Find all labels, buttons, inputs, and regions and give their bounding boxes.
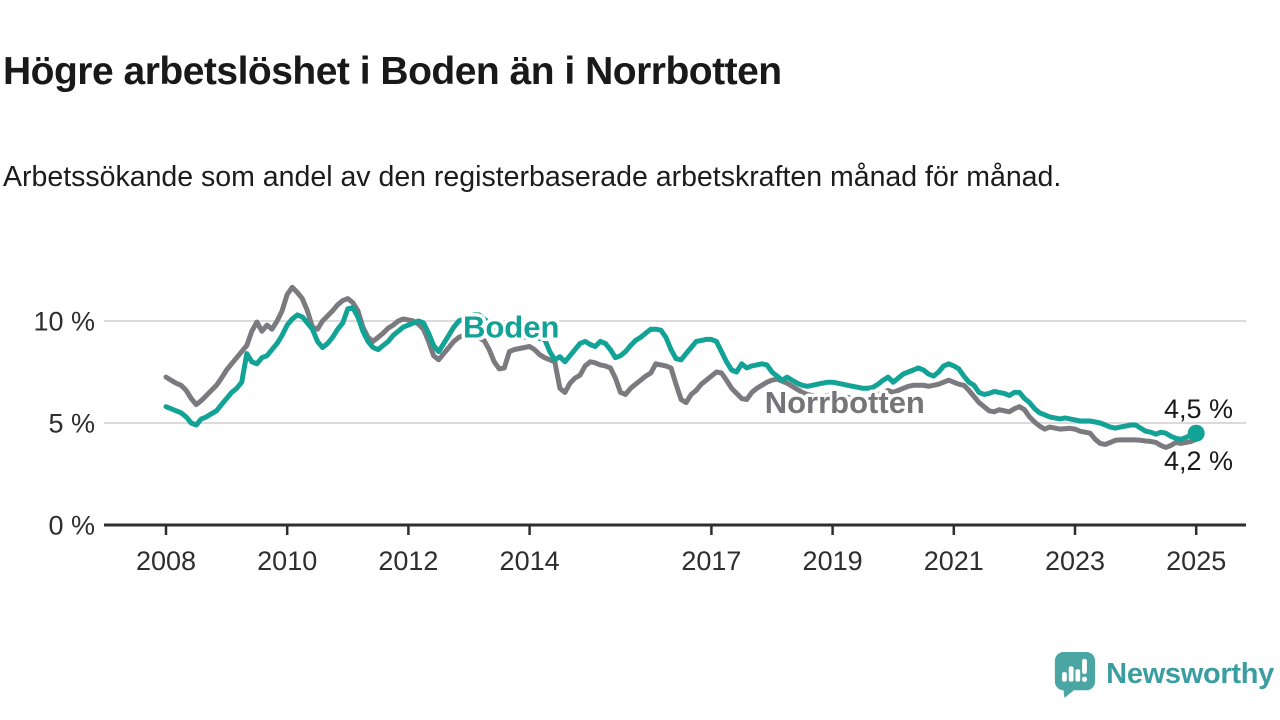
series-label-norrbotten: Norrbotten xyxy=(765,385,925,420)
x-tick-label: 2019 xyxy=(803,546,863,576)
logo-bar-2 xyxy=(1068,666,1074,682)
x-tick-label: 2025 xyxy=(1166,546,1226,576)
x-tick-label: 2023 xyxy=(1045,546,1105,576)
newsworthy-logo-icon xyxy=(1055,652,1096,698)
x-tick-label: 2017 xyxy=(681,546,741,576)
y-tick-label: 10 % xyxy=(33,307,95,337)
brand-footer: Newsworthy xyxy=(1053,650,1274,698)
x-tick-label: 2008 xyxy=(136,546,196,576)
brand-wordmark: Newsworthy xyxy=(1106,657,1274,690)
end-value-label-norrbotten: 4,2 % xyxy=(1164,446,1233,476)
x-tick-label: 2021 xyxy=(924,546,984,576)
series-line-boden xyxy=(163,305,1199,442)
x-tick-label: 2014 xyxy=(500,546,560,576)
logo-exclamation-bar xyxy=(1082,658,1088,674)
page-title: Högre arbetslöshet i Boden än i Norrbott… xyxy=(3,50,782,94)
logo-exclamation-dot xyxy=(1082,676,1088,682)
logo-bar-1 xyxy=(1062,672,1068,682)
page-subtitle: Arbetssökande som andel av den registerb… xyxy=(3,160,1062,193)
y-tick-label: 5 % xyxy=(48,409,95,439)
x-tick-label: 2010 xyxy=(257,546,317,576)
end-value-label-boden: 4,5 % xyxy=(1164,394,1233,424)
logo-speech-bubble xyxy=(1055,652,1096,698)
series-line-norrbotten xyxy=(163,284,1199,450)
y-tick-label: 0 % xyxy=(48,511,95,541)
logo-bar-3 xyxy=(1075,669,1081,682)
series-end-dot-boden xyxy=(1187,424,1205,442)
series-label-boden: Boden xyxy=(463,309,559,344)
x-tick-label: 2012 xyxy=(378,546,438,576)
